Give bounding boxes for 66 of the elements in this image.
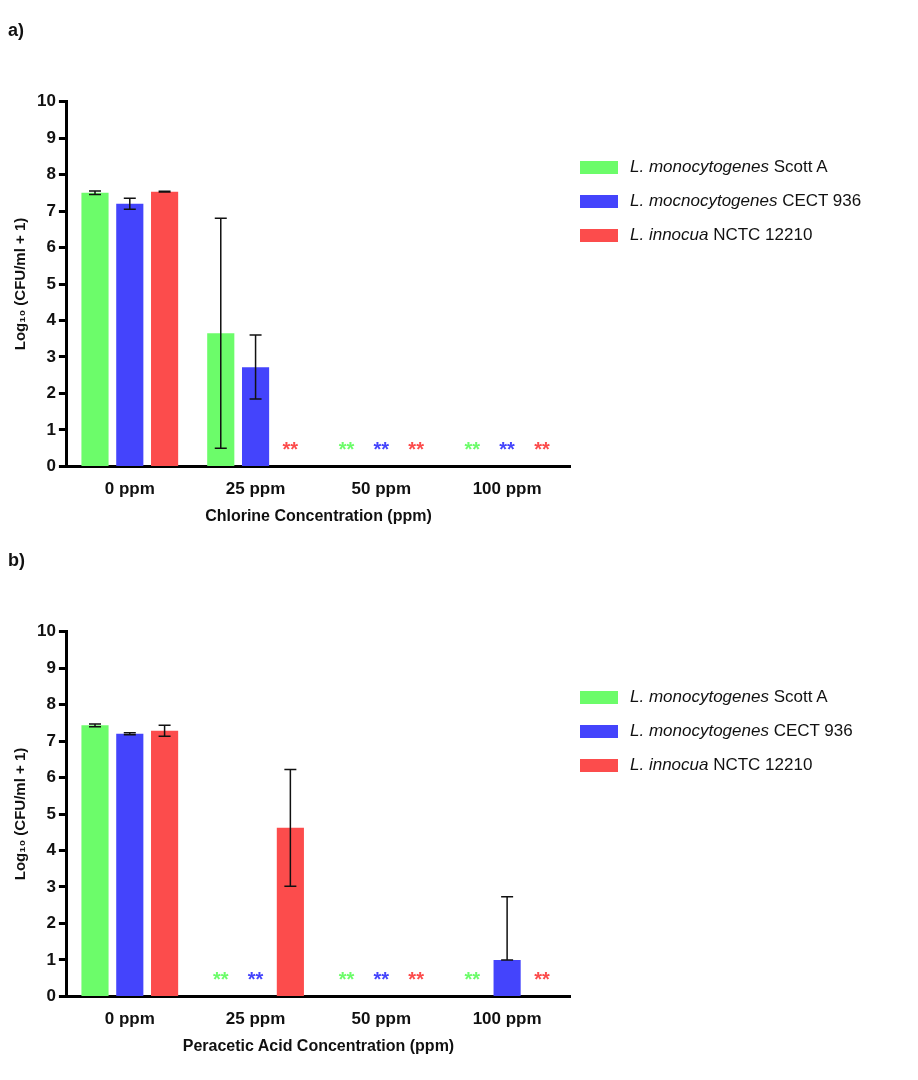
y-tick-label: 7: [46, 200, 56, 220]
text: **: [282, 437, 299, 460]
legend-label: L. monocytogenes Scott A: [630, 157, 828, 177]
y-tick-label: 6: [46, 237, 56, 257]
legend-label: L. innocua NCTC 12210: [630, 755, 813, 775]
x-tick-label: 0 ppm: [104, 1009, 155, 1029]
legend-label: L. mocnocytogenes CECT 936: [630, 191, 862, 211]
text: **: [408, 967, 424, 990]
y-axis-title: Log₁₀ (CFU/ml + 1): [11, 217, 29, 351]
text: **: [373, 437, 390, 460]
x-tick-label: 100 ppm: [472, 1009, 542, 1029]
x-axis-title: Peracetic Acid Concentration (ppm): [182, 1036, 455, 1054]
text: **: [464, 967, 481, 990]
legend-label: L. innocua NCTC 12210: [630, 225, 813, 245]
text: **: [408, 437, 424, 460]
y-tick-label: 5: [46, 803, 56, 823]
y-tick-label: 4: [46, 840, 57, 860]
bar: [151, 730, 179, 996]
y-tick-label: 0: [46, 456, 56, 476]
y-tick-label: 5: [46, 273, 56, 293]
text: **: [464, 437, 481, 460]
legend-label: L. monocytogenes CECT 936: [630, 721, 853, 741]
y-tick-label: 2: [46, 913, 56, 933]
y-tick-label: 6: [46, 767, 56, 787]
text: **: [499, 437, 515, 460]
x-tick-label: 25 ppm: [225, 1009, 286, 1029]
y-tick-label: 2: [46, 383, 56, 403]
y-tick-label: 10: [36, 91, 56, 111]
bar: [81, 192, 109, 466]
y-tick-label: 8: [46, 164, 56, 184]
y-tick-label: 3: [46, 346, 56, 366]
text: **: [373, 967, 390, 990]
x-tick-label: 50 ppm: [351, 1009, 412, 1029]
y-axis-title: Log₁₀ (CFU/ml + 1): [11, 747, 29, 881]
x-tick-label: 100 ppm: [472, 479, 542, 499]
text: **: [534, 437, 550, 460]
bar: [151, 191, 179, 466]
bar: [116, 733, 144, 996]
legend-label: L. monocytogenes Scott A: [630, 687, 828, 707]
y-tick-label: 9: [46, 657, 56, 677]
y-tick-label: 1: [46, 419, 56, 439]
y-tick-label: 7: [46, 730, 56, 750]
x-tick-label: 25 ppm: [225, 479, 286, 499]
bar: [493, 959, 521, 996]
bar: [207, 333, 235, 466]
x-tick-label: 50 ppm: [351, 479, 412, 499]
x-tick-label: 0 ppm: [104, 479, 155, 499]
y-tick-label: 8: [46, 694, 56, 714]
y-tick-label: 1: [46, 949, 56, 969]
chart-title: a): [8, 19, 25, 40]
y-tick-label: 9: [46, 127, 56, 147]
bar: [242, 367, 270, 466]
y-tick-label: 4: [46, 310, 57, 330]
text: **: [212, 967, 229, 990]
y-tick-label: 10: [36, 621, 56, 641]
bar: [81, 725, 109, 996]
chart-title: b): [8, 549, 25, 570]
text: **: [338, 967, 355, 990]
y-tick-label: 0: [46, 986, 56, 1006]
y-tick-label: 3: [46, 876, 56, 896]
text: **: [338, 437, 355, 460]
bar: [276, 827, 304, 996]
text: **: [247, 967, 264, 990]
bar: [116, 203, 144, 466]
text: **: [534, 967, 550, 990]
x-axis-title: Chlorine Concentration (ppm): [205, 506, 432, 524]
